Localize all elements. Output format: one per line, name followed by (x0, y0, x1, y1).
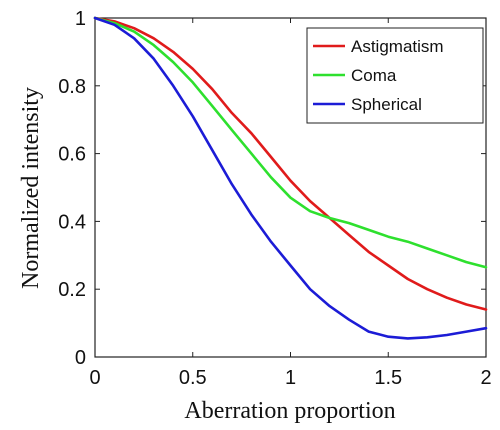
y-axis-title: Normalized intensity (18, 87, 44, 289)
x-tick-label: 0 (89, 367, 100, 389)
series-line-coma (93, 16, 488, 269)
x-axis-title: Aberration proportion (184, 398, 395, 424)
y-tick-label: 1 (75, 8, 86, 30)
legend-label-astigmatism: Astigmatism (351, 37, 444, 56)
series-line-astigmatism (93, 16, 488, 311)
series-line-spherical (93, 16, 488, 340)
y-tick-label: 0 (75, 347, 86, 369)
x-tick-label: 0.5 (179, 367, 207, 389)
y-tick-label: 0.4 (58, 211, 86, 233)
y-tick-label: 0.8 (58, 76, 86, 98)
y-tick-label: 0.2 (58, 279, 86, 301)
x-tick-label: 1.5 (374, 367, 402, 389)
legend-label-spherical: Spherical (351, 95, 422, 114)
x-tick-label: 2 (480, 367, 491, 389)
y-tick-label: 0.6 (58, 144, 86, 166)
x-tick-label: 1 (285, 367, 296, 389)
legend-label-coma: Coma (351, 66, 397, 85)
